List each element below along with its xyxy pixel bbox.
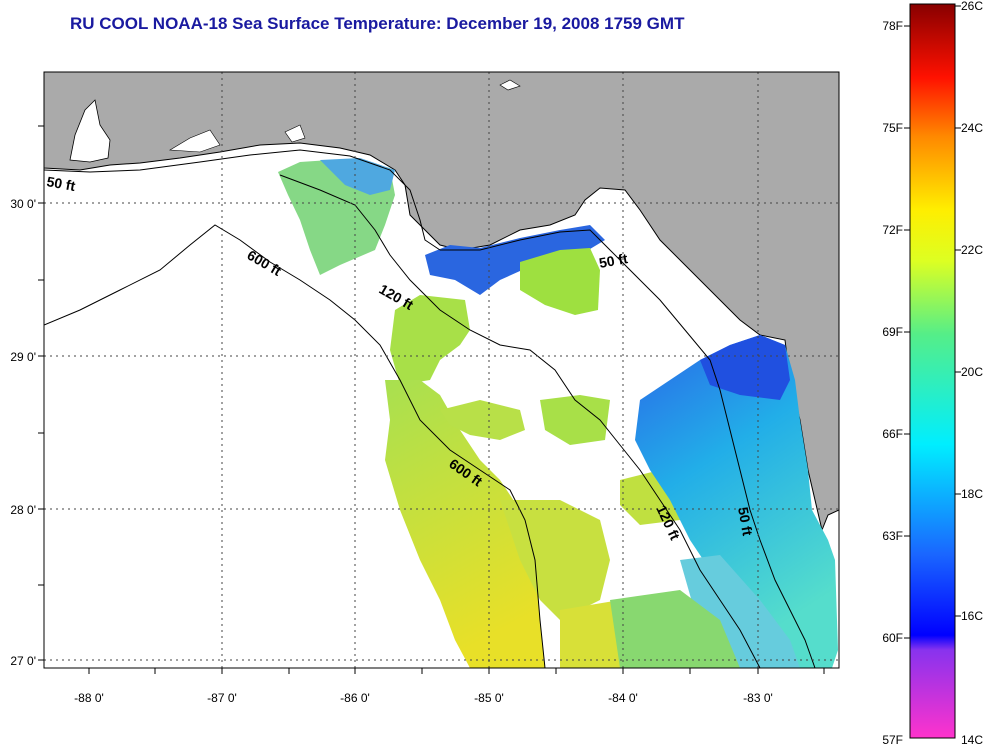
lon-label: -86 0': [340, 691, 370, 705]
lon-label: -84 0': [608, 691, 638, 705]
contour-50ft-east: [440, 229, 816, 668]
contour-50ft-west: [44, 149, 441, 251]
contour-label-50ft-east: 50 ft: [598, 250, 629, 271]
lat-label: 27 0': [10, 654, 36, 668]
colorbar-c-label: 22C: [961, 243, 983, 257]
colorbar-c-label: 26C: [961, 0, 983, 13]
colorbar-f-label: 78F: [882, 19, 903, 33]
contour-label-50ft-west: 50 ft: [45, 173, 76, 194]
lon-label: -85 0': [474, 691, 504, 705]
lon-label: -83 0': [743, 691, 773, 705]
lon-label: -87 0': [207, 691, 237, 705]
sst-patch-east: [635, 335, 838, 668]
colorbar-c-label: 18C: [961, 487, 983, 501]
colorbar-c-label: 16C: [961, 609, 983, 623]
colorbar-f-label: 63F: [882, 529, 903, 543]
colorbar-c-label: 14C: [961, 733, 983, 747]
lon-label: -88 0': [74, 691, 104, 705]
sst-patch-mid: [390, 295, 470, 385]
sst-patch-bay: [425, 225, 605, 295]
lat-label: 29 0': [10, 350, 36, 364]
colorbar-c-label: 20C: [961, 365, 983, 379]
colorbar-c-label: 24C: [961, 121, 983, 135]
lat-label: 30 0': [10, 197, 36, 211]
bay-west: [69, 99, 111, 163]
colorbar-f-label: 60F: [882, 631, 903, 645]
sst-patch-southwest: [385, 380, 545, 668]
map-title: RU COOL NOAA-18 Sea Surface Temperature:…: [70, 14, 685, 33]
colorbar-f-label: 66F: [882, 427, 903, 441]
colorbar-f-label: 57F: [882, 733, 903, 747]
contour-120ft: [279, 174, 761, 668]
grid-lines: [44, 72, 839, 668]
contour-label-50ft-south: 50 ft: [735, 506, 756, 537]
colorbar-f-label: 69F: [882, 325, 903, 339]
colorbar: 78F 75F 72F 69F 66F 63F 60F 57F 26C 24C …: [882, 0, 983, 747]
colorbar-f-label: 72F: [882, 223, 903, 237]
colorbar-f-label: 75F: [882, 121, 903, 135]
lat-label: 28 0': [10, 503, 36, 517]
